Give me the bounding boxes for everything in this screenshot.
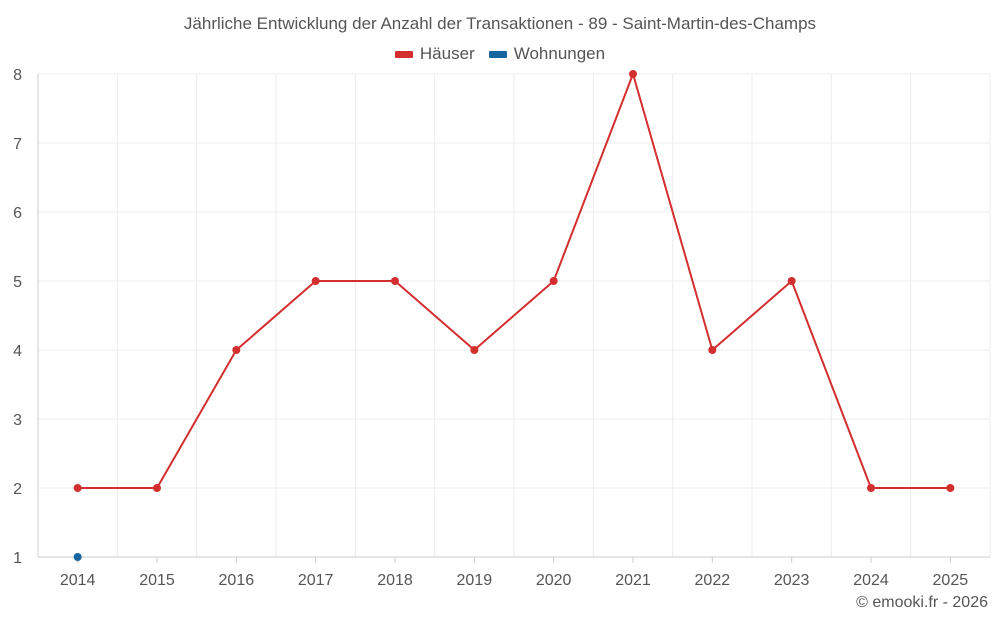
x-tick-label: 2016 [219,572,255,589]
y-tick-label: 1 [13,550,22,567]
y-tick-label: 6 [13,205,22,222]
y-tick-label: 5 [13,274,22,291]
series-line-0 [77,73,951,489]
chart-title: Jährliche Entwicklung der Anzahl der Tra… [183,14,817,33]
data-point-0 [153,484,161,492]
data-point-0 [867,484,875,492]
data-point-0 [470,346,479,354]
x-tick-label: 2017 [298,572,334,589]
x-tick-label: 2018 [377,572,413,589]
data-point-0 [73,484,82,492]
legend-label-haeuser: Häuser [419,44,475,63]
x-tick-label: 2023 [774,572,810,589]
y-tick-label: 7 [13,136,22,153]
x-tick-label: 2014 [60,572,96,589]
x-tick-label: 2019 [457,572,493,589]
data-point-0 [391,277,399,285]
legend: Häuser Wohnungen [0,44,1000,64]
data-point-0 [787,277,796,285]
x-tick-label: 2025 [933,572,969,589]
x-tick-label: 2021 [615,572,651,589]
legend-label-wohnungen: Wohnungen [513,44,606,63]
x-tick-label: 2020 [536,572,572,589]
credit-text: © emooki.fr - 2026 [856,594,988,611]
data-point-0 [708,346,717,354]
data-point-0 [946,484,955,492]
y-tick-label: 2 [13,481,22,498]
y-tick-label: 3 [13,412,22,429]
data-point-1 [73,553,82,561]
data-point-0 [311,277,320,285]
y-tick-label: 4 [13,343,22,360]
data-point-0 [232,346,241,354]
data-point-0 [629,70,637,78]
legend-item-haeuser[interactable]: Häuser [394,44,475,64]
x-tick-label: 2022 [695,572,731,589]
y-tick-label: 8 [13,67,22,84]
legend-swatch-wohnungen [488,50,507,58]
x-tick-label: 2024 [853,572,889,589]
x-tick-label: 2015 [139,572,175,589]
data-point-0 [549,277,558,285]
legend-item-wohnungen[interactable]: Wohnungen [488,44,606,64]
legend-swatch-haeuser [394,50,413,58]
